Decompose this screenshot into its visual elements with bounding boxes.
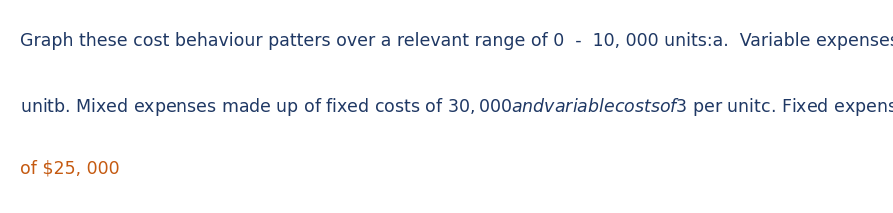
Text: unitb. Mixed expenses made up of fixed costs of $30, 000 and variable costs of $: unitb. Mixed expenses made up of fixed c… xyxy=(20,96,893,118)
Text: Graph these cost behaviour patters over a relevant range of 0  -  10, 000 units:: Graph these cost behaviour patters over … xyxy=(20,32,893,50)
Text: of $25, 000: of $25, 000 xyxy=(20,160,120,178)
